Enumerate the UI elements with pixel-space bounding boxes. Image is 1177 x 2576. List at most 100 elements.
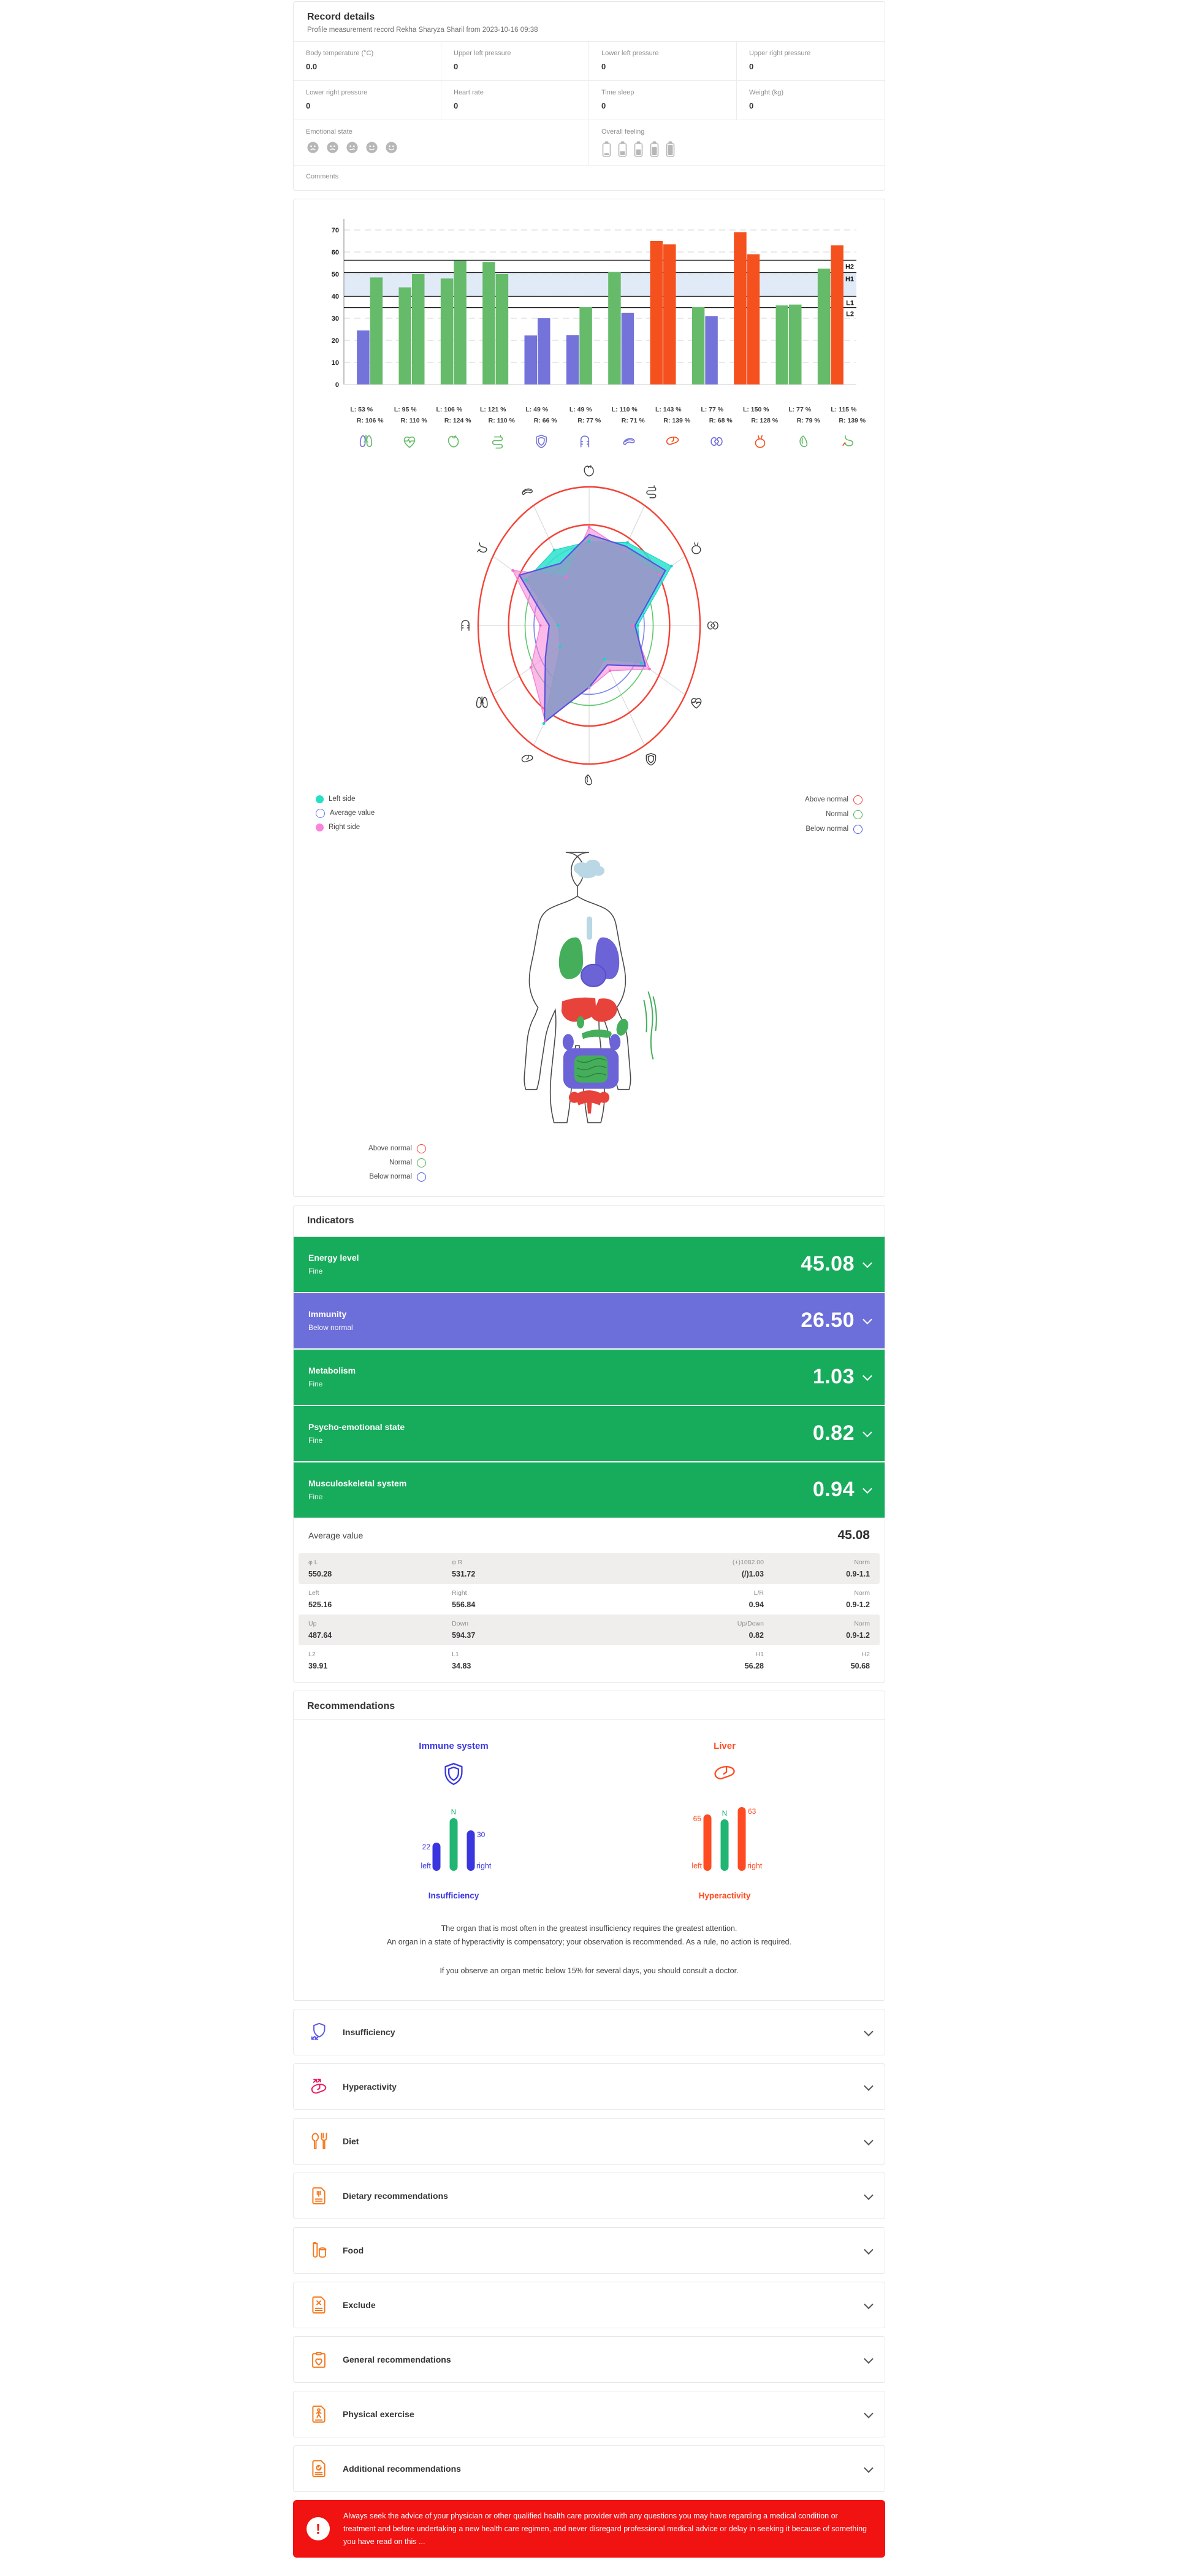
indicator-energy-level[interactable]: Energy level Fine 45.08 bbox=[294, 1236, 885, 1293]
emotional-state-rating[interactable] bbox=[306, 140, 576, 155]
normal-ring bbox=[417, 1158, 426, 1168]
indicators-title: Indicators bbox=[307, 1215, 354, 1226]
indicator-immunity[interactable]: Immunity Below normal 26.50 bbox=[294, 1293, 885, 1350]
cardiovascular-icon bbox=[403, 436, 416, 448]
field-upper-right-pressure[interactable]: Upper right pressure 0 bbox=[737, 42, 885, 81]
recommendations-card: Recommendations Immune system 22 N 30 left r… bbox=[293, 1690, 885, 2001]
table-row: φ L 550.28 φ R 531.72 (+)1082.00 (/)1.03 No… bbox=[299, 1553, 880, 1584]
above-normal-ring bbox=[853, 795, 863, 805]
svg-text:30: 30 bbox=[477, 1830, 486, 1839]
comments-field[interactable]: Comments bbox=[306, 173, 339, 180]
organ-name: Immune system bbox=[419, 1740, 489, 1751]
field-body-temperature[interactable]: Body temperature (°C) 0.0 bbox=[294, 42, 441, 81]
chevron-down-icon[interactable] bbox=[864, 2299, 874, 2309]
recommendations-title: Recommendations bbox=[307, 1700, 395, 1711]
accordion-physical-exercise[interactable]: Physical exercise bbox=[293, 2391, 885, 2438]
chevron-down-icon[interactable] bbox=[863, 1315, 872, 1325]
bar-left-immune-system bbox=[524, 335, 537, 384]
accordion-additional-recommendations[interactable]: Additional recommendations bbox=[293, 2445, 885, 2493]
document-cutlery-icon bbox=[307, 2184, 330, 2207]
lungs-icon bbox=[359, 434, 372, 447]
chevron-down-icon[interactable] bbox=[864, 2463, 874, 2473]
organ-icon-cell bbox=[826, 433, 870, 450]
legend-normal: Normal bbox=[805, 809, 863, 819]
emotion-face-icon-3[interactable] bbox=[345, 140, 359, 155]
indicators-card: Indicators Energy level Fine 45.08 Immuni… bbox=[293, 1204, 885, 1683]
clipboard-heart-icon bbox=[307, 2348, 330, 2371]
indicator-metabolism[interactable]: Metabolism Fine 1.03 bbox=[294, 1349, 885, 1406]
stomach-icon bbox=[477, 542, 487, 552]
chevron-down-icon[interactable] bbox=[864, 2245, 874, 2255]
chevron-down-icon[interactable] bbox=[863, 1484, 872, 1494]
emotion-face-icon-5[interactable] bbox=[384, 140, 398, 155]
medical-disclaimer-banner: ! Always seek the advice of your physici… bbox=[293, 2500, 885, 2558]
chevron-down-icon[interactable] bbox=[864, 2027, 874, 2036]
svg-text:63: 63 bbox=[748, 1807, 756, 1816]
record-feeling-row: Emotional state Overall feeling bbox=[294, 120, 885, 166]
accordion-dietary-recommendations[interactable]: Dietary recommendations bbox=[293, 2173, 885, 2220]
document-check-icon bbox=[307, 2457, 330, 2480]
accordion-diet[interactable]: Diet bbox=[293, 2118, 885, 2165]
bar-group-label-pancreas: L: 110 % R: 71 % bbox=[611, 406, 645, 424]
overall-feeling-field: Overall feeling bbox=[589, 120, 885, 166]
organ-icon-cell bbox=[695, 433, 739, 450]
bar-right-lungs bbox=[370, 277, 383, 384]
radar-chart-svg bbox=[461, 465, 718, 785]
field-lower-left-pressure[interactable]: Lower left pressure 0 bbox=[589, 42, 737, 81]
bar-left-liver bbox=[650, 241, 663, 384]
accordion-insufficiency[interactable]: Insufficiency bbox=[293, 2009, 885, 2056]
svg-text:N: N bbox=[722, 1809, 728, 1817]
accordion-food[interactable]: Food bbox=[293, 2227, 885, 2274]
indicator-musculoskeletal[interactable]: Musculoskeletal system Fine 0.94 bbox=[294, 1462, 885, 1519]
overall-feeling-rating[interactable] bbox=[601, 140, 872, 158]
stomach-icon bbox=[842, 435, 854, 446]
emotion-face-icon-2[interactable] bbox=[326, 140, 340, 155]
chevron-down-icon[interactable] bbox=[863, 1258, 872, 1269]
organ-mini-chart: 22 N 30 left right bbox=[386, 1791, 521, 1886]
average-value-dot bbox=[316, 808, 325, 818]
bar-left-bladder bbox=[734, 232, 747, 384]
field-time-sleep[interactable]: Time sleep 0 bbox=[589, 81, 737, 120]
chevron-down-icon[interactable] bbox=[864, 2081, 874, 2091]
organ-caption: Insufficiency bbox=[428, 1890, 479, 1900]
field-upper-left-pressure[interactable]: Upper left pressure 0 bbox=[441, 42, 589, 81]
immune-system-icon bbox=[444, 1762, 463, 1785]
bar-left-lungs bbox=[357, 330, 370, 384]
organ-caption: Hyperactivity bbox=[698, 1890, 751, 1900]
organ-name: Liver bbox=[714, 1740, 736, 1751]
legend-below-normal: Below normal bbox=[805, 824, 863, 834]
chevron-down-icon[interactable] bbox=[864, 2354, 874, 2364]
bar-group-label-cardiovascular: L: 95 % R: 110 % bbox=[394, 406, 427, 424]
bar-left-cardiovascular bbox=[398, 287, 411, 384]
chevron-down-icon[interactable] bbox=[863, 1428, 872, 1438]
emotion-face-icon-4[interactable] bbox=[365, 140, 379, 155]
emotion-face-icon-1[interactable] bbox=[306, 140, 320, 155]
battery-icon-3[interactable] bbox=[633, 140, 644, 158]
legend-right-side: Right side bbox=[316, 823, 375, 831]
chevron-down-icon[interactable] bbox=[864, 2136, 874, 2146]
bar-right-cardiovascular bbox=[412, 274, 425, 384]
battery-icon-5[interactable] bbox=[665, 140, 676, 158]
document-x-icon bbox=[307, 2293, 330, 2317]
radar-legend-series: Left side Average value Right side bbox=[316, 795, 375, 834]
svg-text:H1: H1 bbox=[845, 276, 854, 283]
field-lower-right-pressure[interactable]: Lower right pressure 0 bbox=[294, 81, 441, 120]
field-weight[interactable]: Weight (kg) 0 bbox=[737, 81, 885, 120]
kidneys-icon bbox=[707, 621, 718, 630]
legend-left-side: Left side bbox=[316, 795, 375, 803]
bar-group-label-colon: L: 49 % R: 77 % bbox=[569, 406, 601, 424]
battery-icon-1[interactable] bbox=[601, 140, 612, 158]
accordion-exclude[interactable]: Exclude bbox=[293, 2282, 885, 2329]
organ-mini-chart-svg: 65 N 63 left right bbox=[691, 1806, 763, 1871]
chevron-down-icon[interactable] bbox=[864, 2190, 874, 2200]
accordion-hyperactivity[interactable]: Hyperactivity bbox=[293, 2063, 885, 2111]
shield-arrows-down-icon bbox=[307, 2020, 330, 2044]
chevron-down-icon[interactable] bbox=[864, 2409, 874, 2418]
field-heart-rate[interactable]: Heart rate 0 bbox=[441, 81, 589, 120]
battery-icon-4[interactable] bbox=[649, 140, 660, 158]
chevron-down-icon[interactable] bbox=[863, 1371, 872, 1382]
indicator-psycho-emotional[interactable]: Psycho-emotional state Fine 0.82 bbox=[294, 1405, 885, 1462]
immune-system-icon bbox=[646, 752, 657, 766]
battery-icon-2[interactable] bbox=[617, 140, 628, 158]
accordion-general-recommendations[interactable]: General recommendations bbox=[293, 2336, 885, 2383]
